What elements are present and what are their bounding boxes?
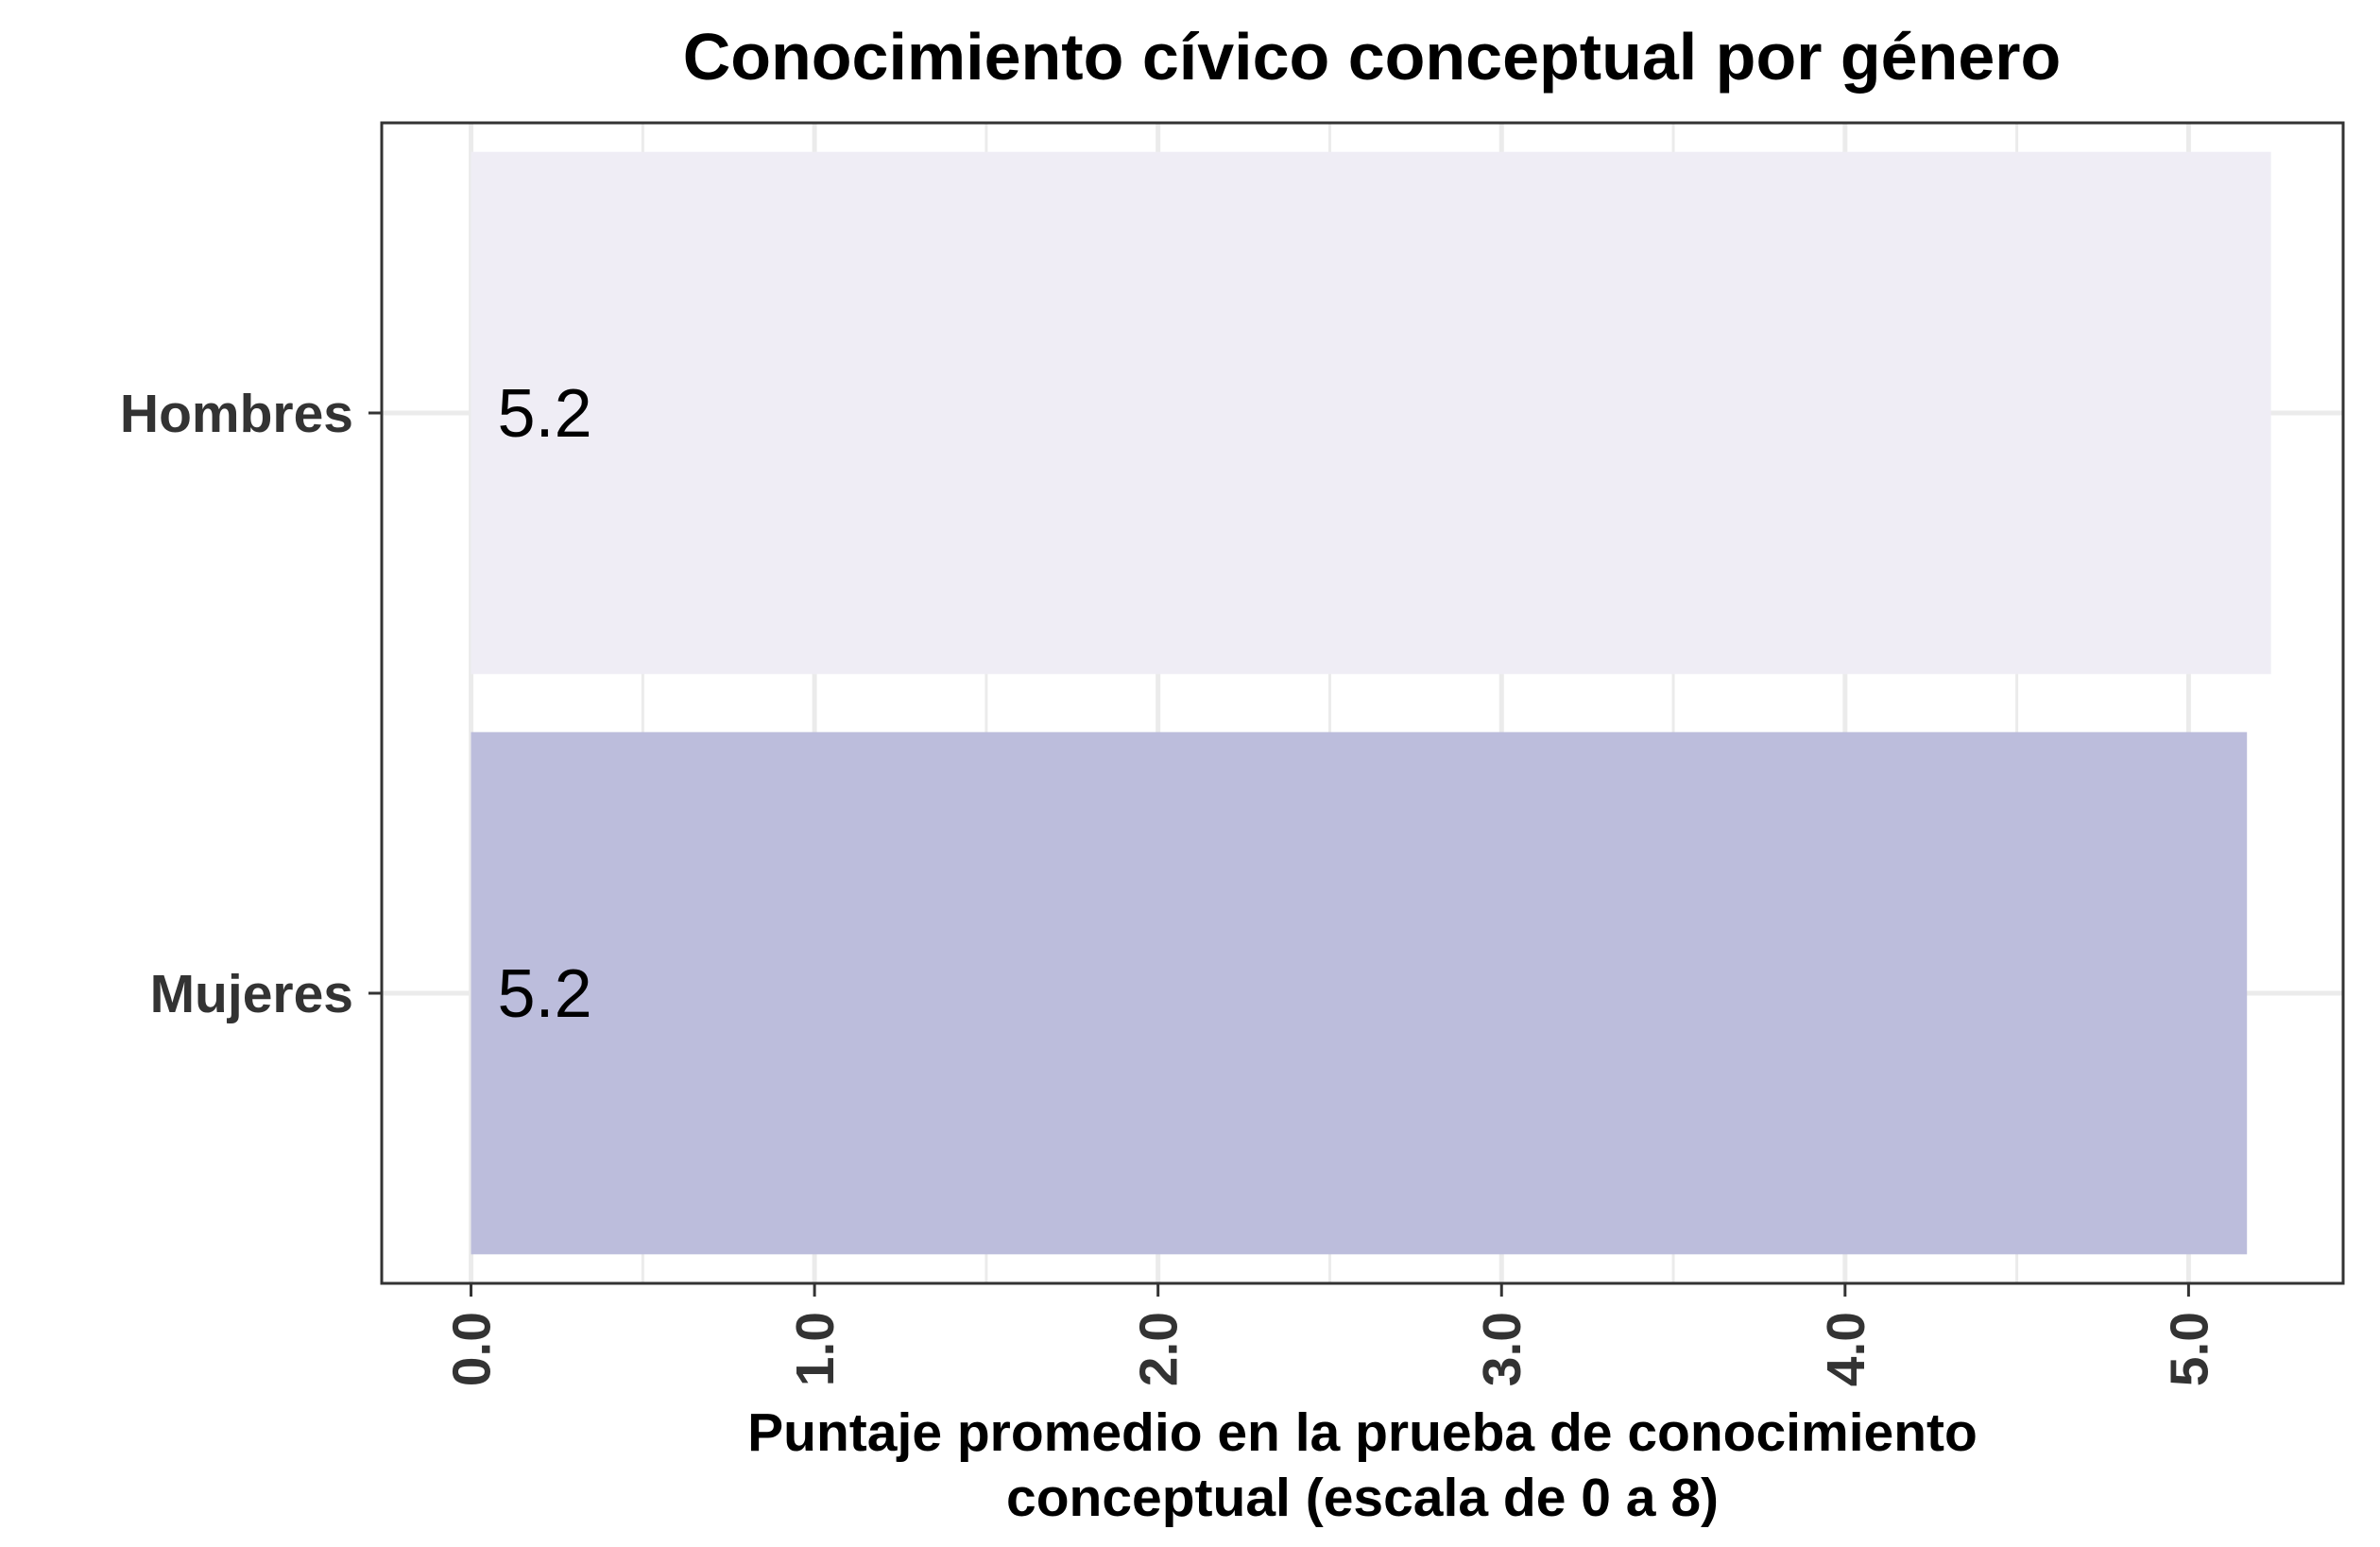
y-tick-label-hombres: Hombres [120,384,353,444]
y-axis: Mujeres Hombres [120,384,382,1024]
x-tick-label: 3.0 [1472,1312,1532,1386]
x-tick-label: 4.0 [1816,1312,1876,1386]
y-tick-label-mujeres: Mujeres [150,964,353,1024]
x-axis-label-line-1: Puntaje promedio en la prueba de conocim… [747,1402,1978,1463]
x-tick-label: 1.0 [785,1312,846,1386]
x-axis: 0.0 1.0 2.0 3.0 4.0 5.0 [442,1283,2219,1386]
x-axis-label-line-2: conceptual (escala de 0 a 8) [1006,1468,1719,1528]
bar-hombres [471,151,2271,675]
chart-title: Conocimiento cívico conceptual por géner… [683,20,2062,94]
data-label-mujeres: 5.2 [498,956,592,1032]
x-tick-label: 5.0 [2159,1312,2219,1386]
x-tick-label: 2.0 [1129,1312,1190,1386]
panel-border [380,121,2345,1285]
bars [471,151,2271,1255]
x-tick-label: 0.0 [442,1312,503,1386]
data-label-hombres: 5.2 [498,376,592,452]
bar-mujeres [471,731,2248,1255]
data-labels: 5.2 5.2 [498,376,592,1032]
